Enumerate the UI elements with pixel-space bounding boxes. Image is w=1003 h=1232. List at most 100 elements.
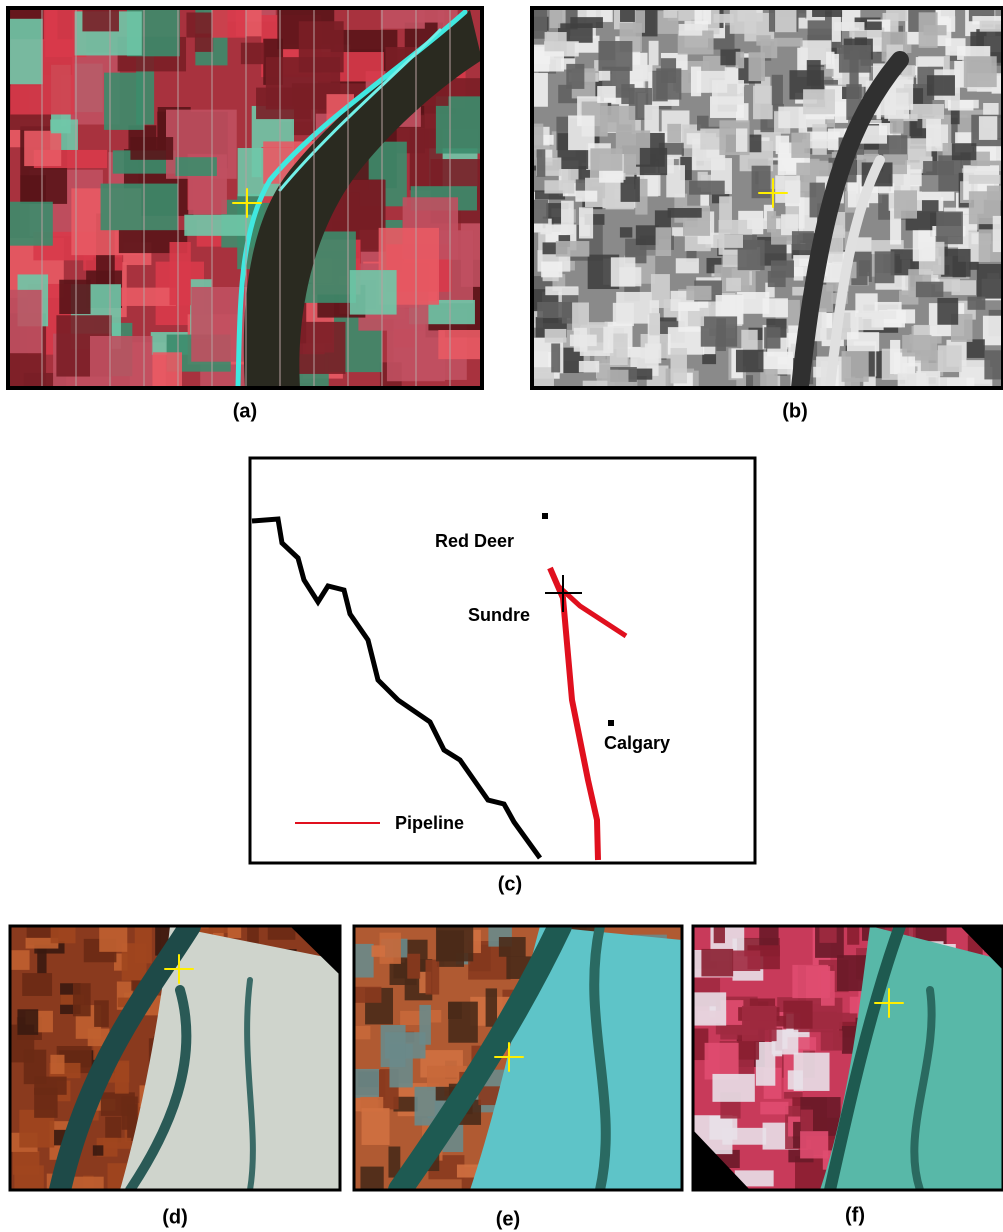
texture	[438, 330, 496, 359]
place-label: Calgary	[604, 733, 670, 753]
texture	[682, 1028, 709, 1060]
texture	[649, 313, 660, 335]
texture	[101, 184, 178, 231]
texture	[714, 14, 734, 23]
texture	[736, 128, 747, 151]
caption: (c)	[498, 873, 522, 895]
texture	[566, 64, 584, 89]
texture	[17, 1009, 38, 1035]
texture	[545, 286, 578, 295]
texture	[598, 41, 632, 71]
texture	[736, 52, 744, 69]
texture	[568, 115, 594, 150]
texture	[856, 313, 883, 330]
texture	[760, 1102, 788, 1115]
texture	[686, 286, 711, 300]
texture	[984, 350, 1003, 379]
texture	[821, 1031, 843, 1051]
texture	[99, 916, 127, 952]
texture	[951, 280, 976, 295]
texture	[299, 21, 344, 72]
texture	[783, 1001, 812, 1029]
texture	[533, 73, 548, 107]
texture	[579, 207, 593, 238]
texture	[537, 149, 546, 176]
texture	[803, 89, 835, 114]
texture	[776, 136, 789, 154]
texture	[771, 260, 794, 277]
image-a	[0, 0, 506, 421]
caption: (d)	[162, 1206, 188, 1228]
texture	[73, 983, 91, 1016]
texture	[184, 215, 251, 236]
texture	[176, 157, 217, 176]
texture	[826, 52, 834, 69]
map: Red Deer Sundre Calgary Pipeline	[250, 458, 755, 863]
texture	[969, 175, 1001, 184]
texture	[993, 216, 1002, 252]
texture	[983, 316, 1003, 346]
texture	[486, 988, 497, 1026]
texture	[34, 1077, 66, 1095]
texture	[532, 51, 564, 71]
texture	[22, 973, 52, 996]
texture	[801, 1110, 813, 1131]
texture	[764, 327, 780, 348]
texture	[228, 917, 242, 938]
texture	[82, 0, 119, 31]
texture	[590, 148, 622, 170]
texture	[69, 1177, 103, 1198]
texture	[875, 251, 895, 283]
texture	[712, 1074, 754, 1102]
texture	[574, 328, 587, 352]
image-d	[0, 908, 354, 1205]
texture	[579, 361, 599, 372]
texture	[772, 75, 783, 105]
texture	[575, 191, 597, 202]
texture	[923, 161, 954, 175]
texture	[656, 68, 681, 99]
texture	[90, 336, 152, 410]
texture	[924, 25, 947, 35]
texture	[759, 915, 778, 950]
texture	[938, 345, 962, 372]
texture	[572, 302, 589, 330]
texture	[937, 298, 958, 325]
texture	[713, 235, 743, 248]
texture	[350, 270, 397, 315]
place-label: Red Deer	[435, 531, 514, 551]
texture	[14, 1165, 43, 1197]
texture	[607, 370, 628, 398]
texture	[360, 1167, 383, 1198]
texture	[726, 278, 741, 291]
texture	[916, 282, 944, 297]
texture	[186, 12, 212, 37]
texture	[775, 175, 800, 202]
texture	[977, 264, 1003, 299]
texture	[689, 181, 725, 195]
texture	[59, 280, 90, 314]
texture	[987, 186, 1003, 201]
texture	[701, 949, 733, 976]
texture	[666, 165, 685, 197]
texture	[910, 104, 944, 119]
texture	[599, 70, 610, 81]
texture	[767, 211, 776, 232]
texture	[94, 1000, 109, 1027]
texture	[551, 343, 560, 372]
texture	[611, 257, 636, 286]
texture	[688, 311, 704, 326]
texture	[948, 100, 973, 110]
texture	[847, 332, 879, 351]
texture	[913, 230, 936, 261]
legend-label: Pipeline	[395, 813, 464, 833]
texture	[753, 86, 773, 119]
texture	[419, 1005, 430, 1045]
texture	[541, 262, 562, 278]
texture	[936, 212, 963, 245]
texture	[847, 917, 859, 945]
texture	[343, 1026, 371, 1039]
town-marker	[608, 720, 614, 726]
texture	[902, 335, 931, 357]
texture	[763, 298, 788, 317]
